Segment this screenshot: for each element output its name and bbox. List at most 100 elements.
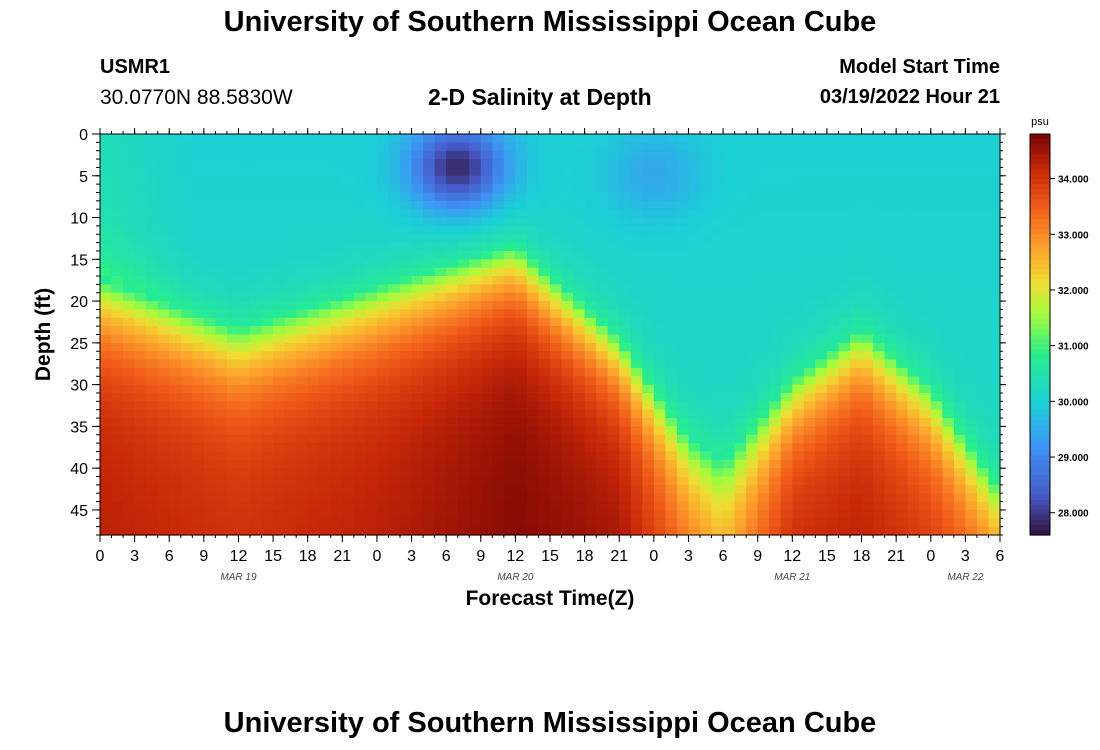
heat-cell — [503, 184, 516, 194]
heat-cell — [538, 184, 551, 194]
heat-cell — [861, 317, 874, 327]
heat-cell — [273, 326, 286, 336]
heat-cell — [584, 292, 597, 302]
heat-cell — [134, 518, 147, 528]
heat-cell — [238, 159, 251, 169]
heat-cell — [192, 184, 205, 194]
heat-cell — [215, 518, 228, 528]
heat-cell — [250, 484, 263, 494]
heat-cell — [665, 459, 678, 469]
heat-cell — [861, 493, 874, 503]
heat-cell — [988, 459, 1001, 469]
heat-cell — [446, 242, 459, 252]
heat-cell — [353, 150, 366, 160]
heat-cell — [700, 384, 713, 394]
heat-cell — [757, 150, 770, 160]
heat-cell — [307, 259, 320, 269]
heat-cell — [976, 401, 990, 411]
heat-cell — [607, 401, 620, 411]
heat-cell — [873, 309, 886, 319]
heat-cell — [123, 376, 136, 386]
heat-cell — [111, 142, 124, 152]
heat-cell — [723, 384, 736, 394]
heat-cell — [515, 234, 528, 244]
heat-cell — [919, 392, 932, 402]
heat-cell — [434, 334, 447, 344]
heat-cell — [550, 200, 563, 210]
heat-cell — [815, 451, 828, 461]
heat-cell — [261, 476, 274, 486]
heat-cell — [296, 234, 309, 244]
heat-cell — [157, 184, 170, 194]
heat-cell — [515, 284, 528, 294]
heat-cell — [157, 459, 170, 469]
heat-cell — [192, 501, 205, 511]
heat-cell — [180, 392, 193, 402]
heat-cell — [273, 526, 286, 536]
heat-cell — [376, 200, 390, 210]
heat-cell — [884, 342, 897, 352]
heat-cell — [238, 259, 251, 269]
x-tick-label: 0 — [926, 548, 935, 565]
heat-cell — [700, 267, 713, 277]
heat-cell — [134, 342, 147, 352]
heat-cell — [700, 167, 713, 177]
heat-cell — [203, 509, 216, 519]
heat-cell — [307, 518, 320, 528]
heat-cell — [769, 292, 782, 302]
heat-cell — [411, 451, 424, 461]
heat-cell — [642, 234, 655, 244]
heat-cell — [307, 359, 320, 369]
heat-cell — [688, 267, 701, 277]
heat-cell — [930, 484, 943, 494]
heat-cell — [596, 200, 609, 210]
heat-cell — [976, 367, 990, 377]
heat-cell — [423, 518, 436, 528]
heat-cell — [942, 392, 955, 402]
heat-cell — [573, 234, 586, 244]
heat-cell — [792, 367, 805, 377]
heat-cell — [792, 276, 805, 285]
heat-cell — [192, 250, 205, 260]
heat-cell — [596, 459, 609, 469]
heat-cell — [746, 518, 759, 528]
heat-cell — [884, 418, 897, 427]
heat-cell — [976, 276, 990, 285]
heat-cell — [884, 292, 897, 302]
heat-cell — [780, 267, 793, 277]
heat-cell — [296, 326, 309, 336]
heat-cell — [365, 276, 378, 285]
heat-cell — [850, 142, 863, 152]
heat-cell — [434, 225, 447, 235]
heat-cell — [803, 301, 816, 311]
heat-cell — [711, 259, 724, 269]
heat-cell — [446, 150, 459, 160]
heat-cell — [803, 451, 816, 461]
heat-cell — [342, 351, 355, 361]
heat-cell — [953, 376, 966, 386]
heat-cell — [146, 476, 159, 486]
heat-cell — [873, 317, 886, 327]
heat-cell — [919, 234, 932, 244]
heat-cell — [769, 367, 782, 377]
heat-cell — [723, 359, 736, 369]
heat-cell — [723, 217, 736, 227]
heat-cell — [596, 134, 609, 143]
heat-cell — [307, 384, 320, 394]
heat-cell — [330, 142, 343, 152]
heat-cell — [976, 501, 990, 511]
heat-cell — [619, 468, 632, 478]
heat-cell — [169, 351, 182, 361]
heat-cell — [215, 342, 228, 352]
heat-cell — [826, 459, 840, 469]
x-tick-label: 15 — [264, 548, 282, 565]
colorbar-swatch — [1030, 429, 1050, 436]
heat-cell — [711, 250, 724, 260]
x-tick-label: 3 — [684, 548, 693, 565]
heat-cell — [619, 367, 632, 377]
heat-cell — [192, 200, 205, 210]
heat-cell — [261, 434, 274, 444]
heat-cell — [792, 434, 805, 444]
heat-cell — [850, 526, 863, 536]
heat-cell — [238, 418, 251, 427]
